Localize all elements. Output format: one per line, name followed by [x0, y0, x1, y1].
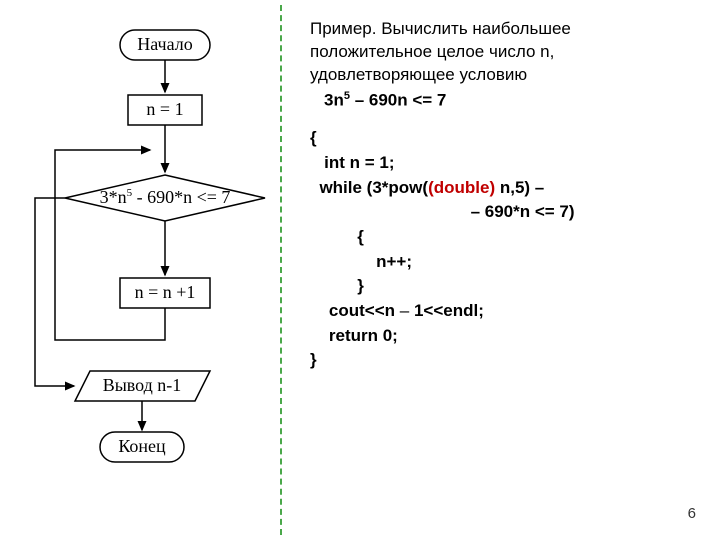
problem-line-1: Пример. Вычислить наибольшее — [310, 18, 700, 41]
flowchart-panel: Начало n = 1 3*n5 - 690*n <= 7 n = n +1 … — [0, 0, 280, 540]
text-panel: Пример. Вычислить наибольшее положительн… — [280, 0, 720, 540]
problem-statement: Пример. Вычислить наибольшее положительн… — [310, 18, 700, 112]
code-l7: cout<<n – 1<<endl; — [310, 299, 700, 324]
problem-line-2: положительное целое число n, — [310, 41, 700, 64]
flow-end-label: Конец — [118, 436, 166, 456]
code-block: { int n = 1; while (3*pow((double) n,5) … — [310, 126, 700, 372]
flow-init-label: n = 1 — [146, 99, 183, 119]
code-l1: int n = 1; — [310, 151, 700, 176]
flow-output-label: Вывод n-1 — [103, 375, 182, 395]
code-l8: return 0; — [310, 324, 700, 349]
flowchart-svg: Начало n = 1 3*n5 - 690*n <= 7 n = n +1 … — [0, 0, 280, 540]
page-number: 6 — [688, 505, 696, 522]
flow-inc-label: n = n +1 — [135, 282, 196, 302]
code-l6: } — [310, 274, 700, 299]
code-l3: – 690*n <= 7) — [310, 200, 700, 225]
problem-formula: 3n5 – 690n <= 7 — [324, 89, 700, 113]
flow-start-label: Начало — [137, 34, 192, 54]
code-open: { — [310, 126, 700, 151]
flow-decision-label: 3*n5 - 690*n <= 7 — [100, 187, 231, 208]
code-l4: { — [310, 225, 700, 250]
code-l5: n++; — [310, 250, 700, 275]
code-close: } — [310, 348, 700, 373]
problem-line-3: удовлетворяющее условию — [310, 64, 700, 87]
code-l2: while (3*pow((double) n,5) – — [310, 176, 700, 201]
